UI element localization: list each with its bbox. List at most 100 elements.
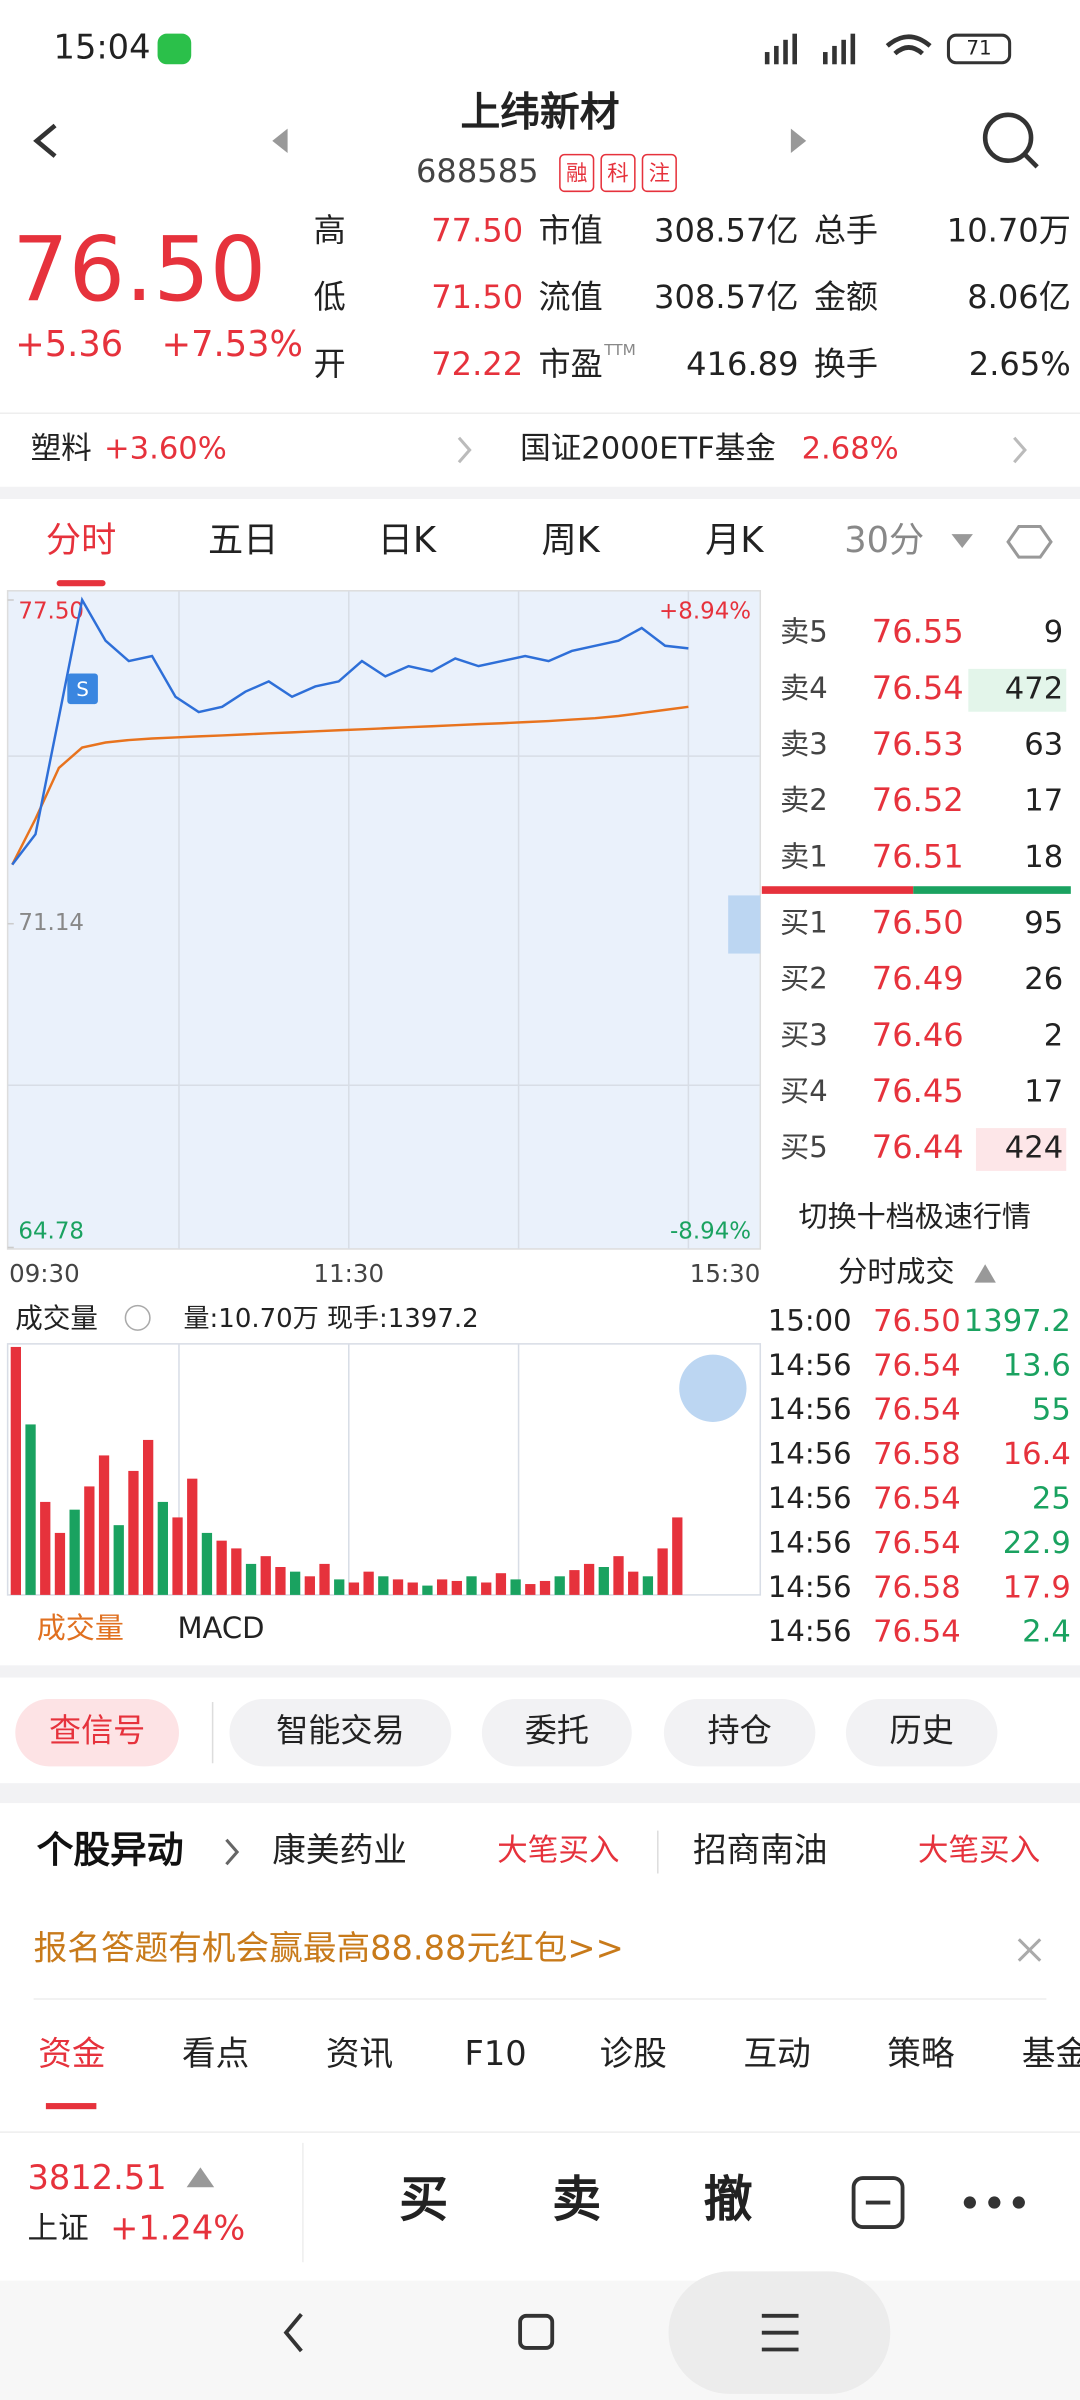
dropdown[interactable] — [951, 534, 973, 548]
volume-bar — [216, 1540, 227, 1595]
stat-label: 低 — [314, 278, 346, 316]
period-tab[interactable]: 30分 — [844, 520, 924, 561]
trade-price: 76.54 — [873, 1481, 961, 1516]
separator — [0, 1665, 1080, 1678]
trade-price: 76.58 — [873, 1437, 961, 1472]
level-price: 76.53 — [872, 725, 964, 763]
switch-button[interactable]: 切换十档极速行情 — [799, 1199, 1031, 1233]
stat-value: 308.57亿 — [654, 278, 798, 316]
more-button[interactable] — [963, 2196, 1025, 2209]
trade-volume: 17.9 — [1003, 1570, 1071, 1605]
y-tick-label: 77.50 — [18, 599, 84, 625]
volume-title: 成交量 — [15, 1302, 98, 1334]
period-tab[interactable]: 月K — [705, 520, 764, 561]
sell-bar — [761, 886, 914, 894]
stat-value: 416.89 — [686, 345, 798, 383]
volume-bar — [525, 1584, 536, 1595]
volume-bar — [466, 1576, 477, 1595]
expand-handle[interactable] — [728, 895, 761, 954]
collapse-button[interactable] — [851, 2176, 905, 2229]
action-pill[interactable] — [845, 1698, 998, 1767]
level-price: 76.44 — [872, 1128, 964, 1166]
trade-time: 14:56 — [768, 1525, 852, 1559]
action-pill[interactable] — [663, 1698, 816, 1767]
search-button[interactable] — [982, 112, 1039, 169]
fullscreen-button[interactable] — [679, 1354, 747, 1422]
level-volume: 9 — [1044, 615, 1063, 650]
mover-event: 大笔买入 — [918, 1834, 1040, 1869]
battery-level: 71 — [966, 36, 991, 59]
prev-stock[interactable] — [272, 128, 288, 154]
indicator-tab[interactable]: MACD — [177, 1611, 264, 1645]
action-pill[interactable] — [229, 1698, 452, 1767]
stat-value: 10.70万 — [947, 212, 1071, 250]
trade-price: 76.54 — [873, 1348, 961, 1383]
trade-volume: 22.9 — [1003, 1526, 1071, 1561]
volume-bar — [187, 1478, 198, 1595]
info-tab[interactable]: 看点 — [182, 2034, 249, 2073]
settings-button[interactable] — [1006, 525, 1053, 559]
mover-name: 康美药业 — [272, 1831, 407, 1870]
trade-volume: 55 — [1032, 1393, 1071, 1428]
promo-banner[interactable]: 报名答题有机会赢最高88.88元红包>> — [34, 1928, 624, 1967]
info-tab[interactable]: 资金 — [38, 2034, 105, 2073]
volume-bar — [583, 1563, 595, 1595]
next-stock[interactable] — [790, 128, 807, 154]
level-label: 买1 — [780, 905, 828, 939]
action-pill[interactable] — [481, 1698, 632, 1767]
level-label: 买2 — [780, 962, 828, 996]
action-label: 智能交易 — [276, 1712, 404, 1750]
action-label: 持仓 — [708, 1712, 772, 1750]
help-icon — [124, 1304, 151, 1331]
trade-button[interactable]: 卖 — [552, 2171, 601, 2228]
volume-bar — [172, 1517, 183, 1595]
volume-bar — [319, 1563, 330, 1595]
trade-price: 76.58 — [873, 1570, 961, 1605]
level-label: 卖1 — [780, 839, 828, 873]
nav-back[interactable] — [283, 2313, 303, 2353]
info-tab[interactable]: F10 — [465, 2034, 527, 2073]
period-tab[interactable]: 日K — [378, 520, 437, 561]
nav-menu-icon — [761, 2313, 799, 2352]
volume-bar — [304, 1576, 315, 1595]
volume-bar — [598, 1567, 609, 1595]
mover-name: 招商南油 — [693, 1831, 828, 1870]
nav-home[interactable] — [518, 2313, 555, 2350]
volume-bar — [436, 1579, 448, 1595]
trade-volume: 2.4 — [1022, 1615, 1071, 1650]
stat-value: 2.65% — [969, 345, 1071, 383]
buy-bar — [913, 886, 1071, 894]
period-tab[interactable]: 五日 — [208, 520, 278, 561]
index-value: 3812.51 — [28, 2158, 167, 2197]
info-tab[interactable]: 基金 — [1022, 2034, 1080, 2073]
volume-bar — [275, 1567, 286, 1595]
action-pill[interactable] — [15, 1698, 179, 1767]
volume-bar — [348, 1582, 360, 1595]
info-tab[interactable]: 诊股 — [600, 2034, 667, 2073]
level-label: 买5 — [780, 1130, 828, 1164]
info-tab[interactable]: 互动 — [743, 2034, 810, 2073]
period-tab[interactable]: 分时 — [46, 520, 116, 561]
level-volume: 2 — [1044, 1018, 1063, 1053]
trade-button[interactable]: 撤 — [704, 2171, 753, 2228]
stat-label: 换手 — [814, 345, 878, 383]
volume-bar — [157, 1501, 168, 1595]
tag-box — [600, 153, 636, 193]
avg-line — [11, 705, 689, 866]
close-banner[interactable] — [1017, 1938, 1042, 1962]
pct-top: +8.94% — [659, 599, 751, 625]
back-button[interactable] — [33, 123, 57, 158]
period-tab[interactable]: 周K — [541, 520, 600, 561]
trade-button[interactable]: 买 — [399, 2171, 448, 2228]
trade-time: 14:56 — [768, 1348, 852, 1382]
info-tab[interactable]: 资讯 — [326, 2034, 393, 2073]
volume-bar — [142, 1439, 154, 1595]
nav-bar — [0, 2280, 1080, 2400]
info-tab[interactable]: 策略 — [887, 2034, 955, 2073]
volume-bar — [628, 1571, 639, 1595]
level-volume: 17 — [1024, 784, 1063, 819]
indicator-tab[interactable]: 成交量 — [37, 1611, 124, 1645]
trade-price: 76.54 — [873, 1393, 961, 1428]
stock-code: 688585 — [416, 152, 539, 190]
